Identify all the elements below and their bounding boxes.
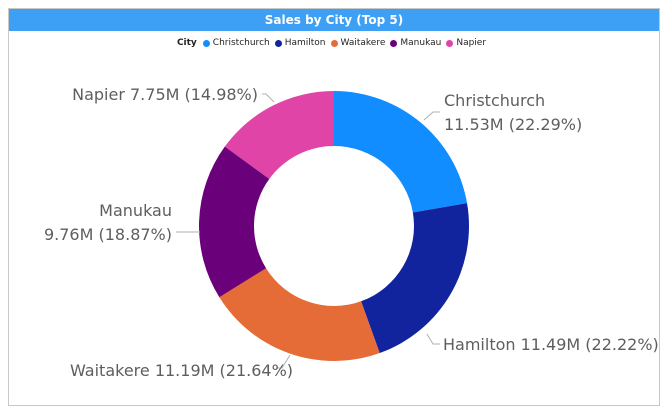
slice-christchurch[interactable] bbox=[334, 91, 468, 213]
data-label-line: Napier 7.75M (14.98%) bbox=[72, 85, 258, 104]
legend-swatch bbox=[446, 39, 454, 47]
data-labels: Christchurch 11.53M (22.29%) Hamilton 11… bbox=[44, 85, 659, 380]
data-label-napier: Napier 7.75M (14.98%) bbox=[72, 85, 258, 104]
data-label-line: 9.76M (18.87%) bbox=[44, 225, 172, 244]
leader-lines bbox=[176, 93, 440, 369]
legend-title: City bbox=[176, 38, 197, 48]
data-label-line: Waitakere 11.19M (21.64%) bbox=[70, 361, 293, 380]
data-label-hamilton: Hamilton 11.49M (22.22%) bbox=[443, 335, 659, 354]
data-label-line: Hamilton 11.49M (22.22%) bbox=[443, 335, 659, 354]
legend-swatch bbox=[202, 39, 210, 47]
data-label-waitakere: Waitakere 11.19M (21.64%) bbox=[70, 361, 293, 380]
legend-label: Christchurch bbox=[212, 38, 270, 48]
data-label-manukau: Manukau bbox=[99, 201, 172, 220]
legend: City Christchurch Hamilton Waitakere Man… bbox=[9, 36, 659, 50]
donut-slices bbox=[198, 91, 469, 362]
legend-item-christchurch[interactable]: Christchurch bbox=[202, 38, 270, 48]
data-label-line: 11.53M (22.29%) bbox=[444, 115, 582, 134]
slice-napier[interactable] bbox=[224, 91, 334, 179]
legend-item-napier[interactable]: Napier bbox=[446, 38, 486, 48]
legend-swatch bbox=[390, 39, 398, 47]
leader-line-waitakere bbox=[276, 354, 291, 369]
slice-hamilton[interactable] bbox=[361, 203, 469, 354]
leader-line-christchurch bbox=[423, 111, 440, 121]
data-label-christchurch-value: 11.53M (22.29%) bbox=[444, 115, 582, 134]
legend-label: Napier bbox=[456, 38, 487, 48]
legend-item-manukau[interactable]: Manukau bbox=[390, 38, 441, 48]
legend-item-hamilton[interactable]: Hamilton bbox=[274, 38, 326, 48]
legend-label: Waitakere bbox=[340, 38, 386, 48]
data-label-line: Christchurch bbox=[444, 91, 545, 110]
legend-label: Manukau bbox=[400, 38, 442, 48]
chart-title: Sales by City (Top 5) bbox=[9, 9, 659, 31]
legend-swatch bbox=[274, 39, 282, 47]
slice-waitakere[interactable] bbox=[219, 268, 380, 362]
leader-line-hamilton bbox=[426, 333, 440, 345]
legend-item-waitakere[interactable]: Waitakere bbox=[330, 38, 386, 48]
data-label-manukau-value: 9.76M (18.87%) bbox=[44, 225, 172, 244]
slice-manukau[interactable] bbox=[198, 146, 270, 298]
data-label-line: Manukau bbox=[99, 201, 172, 220]
legend-swatch bbox=[330, 39, 338, 47]
leader-line-napier bbox=[262, 93, 275, 103]
legend-label: Hamilton bbox=[284, 38, 326, 48]
data-label-christchurch: Christchurch bbox=[444, 91, 545, 110]
